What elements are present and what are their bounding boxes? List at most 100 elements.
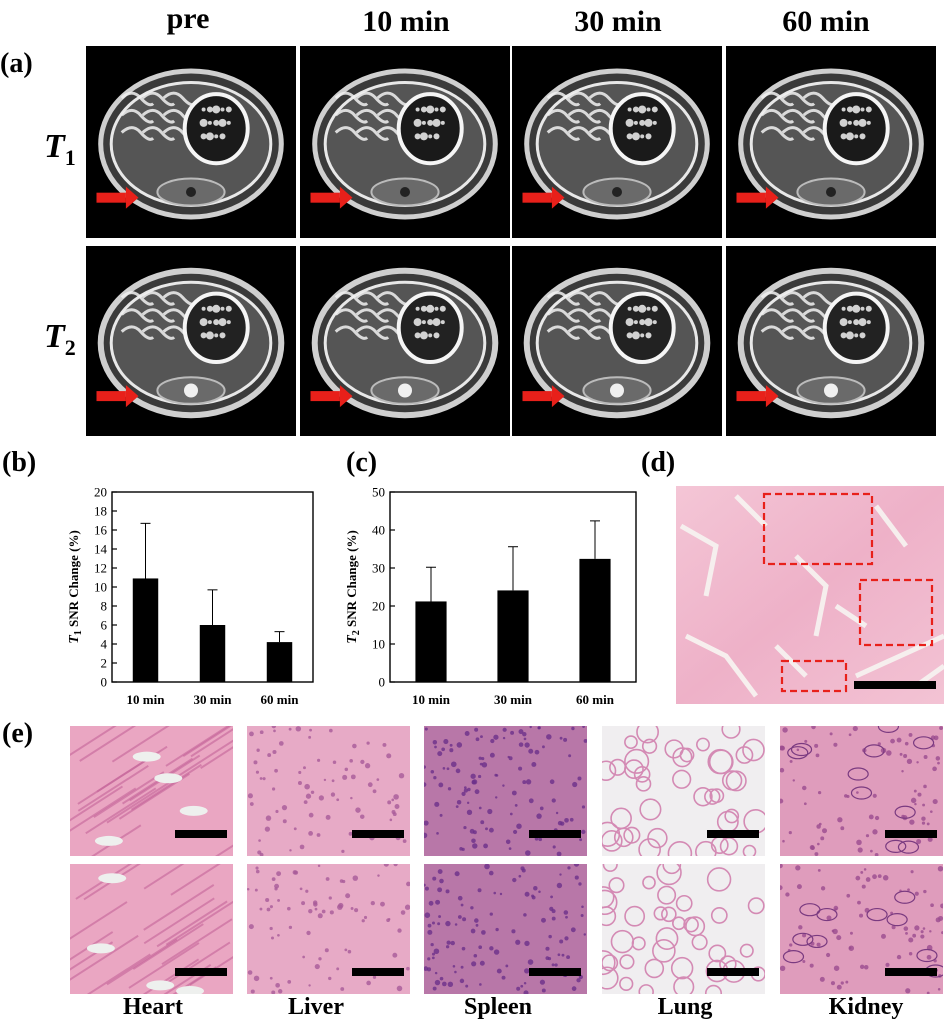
bar-chart-t1-snr: 0 2 4 6 8 10 12 14 16 18 20 T1 SNR Change (%) 10 min…	[66, 485, 314, 707]
bar-chart-t2-snr: 0 10 20 30 40 50 T2 SNR Change (%) 10 min 30 min…	[344, 485, 637, 707]
scale-bar	[352, 968, 404, 976]
mri-slice-svg	[736, 68, 924, 220]
dashed-box-1	[762, 492, 874, 566]
histology-svg	[424, 726, 587, 856]
y-tick-label: 50	[372, 485, 385, 500]
time-header-30min: 30 min	[574, 5, 662, 38]
mri-image-t1-0	[86, 46, 296, 238]
organ-label-kidney: Kidney	[828, 994, 904, 1020]
dashed-box-2	[858, 578, 934, 647]
time-header-pre: pre	[166, 2, 210, 35]
panel-label-d: (d)	[641, 447, 676, 478]
scale-bar	[529, 830, 581, 838]
scale-bar	[707, 830, 759, 838]
mri-slice-svg	[522, 267, 711, 419]
y-tick-label: 8	[101, 599, 108, 614]
y-tick-label: 20	[372, 599, 385, 614]
mri-image-t2-3	[726, 246, 936, 436]
x-tick-label: 60 min	[261, 692, 300, 707]
mri-image-t2-2	[512, 246, 722, 436]
bar	[579, 558, 611, 682]
histology-svg	[424, 864, 587, 994]
organ-histology-heart-2	[70, 864, 233, 994]
panel-label-a: (a)	[0, 48, 33, 79]
histology-tumor-svg	[676, 486, 944, 704]
organ-label-heart: Heart	[123, 994, 183, 1020]
row-label-t1-sub: 1	[64, 144, 76, 170]
organ-histology-lung-1	[602, 726, 765, 856]
mri-slice-svg	[310, 68, 498, 220]
mri-image-t1-1	[300, 46, 510, 238]
y-tick-label: 0	[379, 675, 386, 690]
dashed-box-3	[780, 659, 848, 693]
y-tick-label: 14	[94, 542, 108, 557]
y-tick-label: 16	[94, 523, 108, 538]
time-header-60min: 60 min	[782, 5, 870, 38]
x-tick-label: 10 min	[127, 692, 166, 707]
y-tick-label: 30	[372, 561, 385, 576]
row-label-t2-sub: 2	[64, 334, 76, 360]
mri-slice-svg	[96, 267, 285, 419]
scale-bar	[529, 968, 581, 976]
panel-label-e: (e)	[2, 718, 34, 749]
organ-label-liver: Liver	[288, 994, 344, 1020]
histology-svg	[247, 864, 410, 994]
panel-label-b: (b)	[2, 447, 37, 478]
mri-image-t2-1	[300, 246, 510, 436]
histology-tumor-image	[676, 486, 944, 704]
mri-image-t1-2	[512, 46, 722, 238]
x-tick-label: 30 min	[494, 692, 533, 707]
mri-slice-svg	[522, 68, 710, 220]
histology-svg	[247, 726, 410, 856]
organ-histology-heart-1	[70, 726, 233, 856]
histology-svg	[70, 864, 233, 994]
x-tick-label: 30 min	[194, 692, 233, 707]
bar	[497, 590, 529, 682]
scale-bar	[885, 968, 937, 976]
bar	[199, 625, 226, 682]
y-tick-label: 10	[94, 580, 107, 595]
scale-bar	[854, 681, 936, 689]
organ-histology-kidney-1	[780, 726, 943, 856]
y-tick-label: 10	[372, 637, 385, 652]
y-axis-label: T2 SNR Change (%)	[344, 530, 362, 644]
organ-label-lung: Lung	[657, 994, 713, 1020]
x-tick-label: 60 min	[576, 692, 615, 707]
bar	[266, 642, 293, 682]
scale-bar	[175, 830, 227, 838]
organ-histology-lung-2	[602, 864, 765, 994]
histology-svg	[780, 864, 943, 994]
mri-slice-svg	[736, 267, 925, 419]
y-tick-label: 4	[101, 637, 108, 652]
histology-svg	[602, 864, 765, 994]
x-tick-label: 10 min	[412, 692, 451, 707]
row-label-t2: T2	[44, 318, 76, 361]
organ-label-spleen: Spleen	[463, 994, 532, 1020]
row-label-t1-letter: T	[44, 128, 65, 165]
row-label-t2-letter: T	[44, 318, 65, 355]
scale-bar	[885, 830, 937, 838]
organ-histology-kidney-2	[780, 864, 943, 994]
y-tick-label: 6	[101, 618, 108, 633]
y-tick-label: 20	[94, 485, 107, 500]
mri-slice-svg	[96, 68, 284, 220]
panel-label-c: (c)	[346, 447, 378, 478]
y-tick-label: 40	[372, 523, 385, 538]
organ-histology-liver-1	[247, 726, 410, 856]
y-axis-label: T1 SNR Change (%)	[66, 530, 84, 644]
y-tick-label: 18	[94, 504, 107, 519]
organ-histology-spleen-2	[424, 864, 587, 994]
histology-svg	[780, 726, 943, 856]
scale-bar	[352, 830, 404, 838]
time-header-10min: 10 min	[362, 5, 450, 38]
bar	[132, 578, 159, 682]
row-label-t1: T1	[44, 128, 76, 171]
y-tick-label: 2	[101, 656, 108, 671]
mri-image-t2-0	[86, 246, 296, 436]
histology-svg	[70, 726, 233, 856]
scale-bar	[175, 968, 227, 976]
organ-histology-liver-2	[247, 864, 410, 994]
histology-svg	[602, 726, 765, 856]
organ-histology-spleen-1	[424, 726, 587, 856]
mri-image-t1-3	[726, 46, 936, 238]
